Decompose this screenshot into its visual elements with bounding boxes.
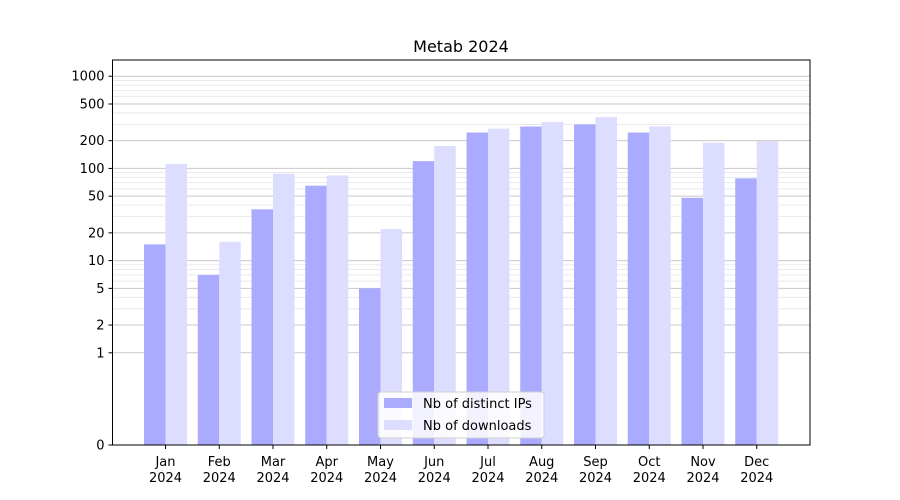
bar-downloads-jan xyxy=(165,163,187,445)
bar-distinct-ips-jan xyxy=(144,244,166,445)
y-tick-label-0: 0 xyxy=(96,439,104,454)
y-tick-label-5: 20 xyxy=(88,226,105,241)
bar-downloads-dec xyxy=(756,141,779,445)
x-tick-label-sep-year: 2024 xyxy=(579,471,612,486)
bar-downloads-jun xyxy=(434,146,456,446)
bar-distinct-ips-feb xyxy=(197,274,220,445)
x-tick-label-jul-year: 2024 xyxy=(471,471,504,486)
bar-distinct-ips-sep xyxy=(574,124,596,445)
y-tick-label-1: 1 xyxy=(96,346,104,361)
bar-distinct-ips-oct xyxy=(627,132,650,445)
x-tick-label-nov-year: 2024 xyxy=(686,471,719,486)
x-tick-label-apr-year: 2024 xyxy=(310,471,343,486)
y-tick-label-6: 50 xyxy=(88,190,105,205)
x-tick-label-may-year: 2024 xyxy=(364,471,397,486)
legend-swatch-distinct-ips xyxy=(384,398,412,408)
bar-downloads-feb xyxy=(219,241,241,445)
x-tick-label-oct-month: Oct xyxy=(638,455,660,470)
x-tick-label-apr-month: Apr xyxy=(316,455,339,470)
chart-title: Metab 2024 xyxy=(413,37,509,56)
bar-distinct-ips-nov xyxy=(681,197,703,445)
y-tick-label-9: 500 xyxy=(80,97,105,112)
bars xyxy=(144,117,779,446)
bar-downloads-apr xyxy=(326,175,349,446)
x-axis-ticks: Jan2024Feb2024Mar2024Apr2024May2024Jun20… xyxy=(149,445,773,486)
legend-swatch-downloads xyxy=(384,420,412,430)
bar-downloads-mar xyxy=(273,173,295,445)
bar-downloads-sep xyxy=(595,117,617,446)
bar-downloads-nov xyxy=(703,142,725,446)
bar-distinct-ips-dec xyxy=(735,178,757,445)
bar-distinct-ips-jul xyxy=(466,132,488,445)
x-tick-label-aug-month: Aug xyxy=(529,455,554,470)
x-tick-label-dec-year: 2024 xyxy=(740,471,773,486)
bar-downloads-aug xyxy=(541,121,564,445)
bar-distinct-ips-jun xyxy=(412,161,435,446)
x-tick-label-feb-month: Feb xyxy=(208,455,231,470)
x-tick-label-nov-month: Nov xyxy=(690,455,716,470)
y-tick-label-3: 5 xyxy=(96,282,104,297)
x-tick-label-jun-month: Jun xyxy=(423,455,444,470)
x-tick-label-jan-month: Jan xyxy=(154,455,175,470)
x-tick-label-sep-month: Sep xyxy=(583,455,608,470)
y-axis-ticks: 0 1 2 5 10 20 50 100 200 500 1000 xyxy=(71,70,113,454)
bar-distinct-ips-apr xyxy=(305,185,327,445)
legend: Nb of distinct IPs Nb of downloads xyxy=(377,391,545,439)
bar-downloads-may xyxy=(380,229,402,445)
bar-downloads-oct xyxy=(649,126,671,445)
x-tick-label-dec-month: Dec xyxy=(744,455,769,470)
y-tick-label-2: 2 xyxy=(96,319,104,334)
y-tick-label-4: 10 xyxy=(88,254,105,269)
bar-distinct-ips-aug xyxy=(520,126,542,445)
bar-distinct-ips-may xyxy=(359,288,381,445)
x-tick-label-jun-year: 2024 xyxy=(418,471,451,486)
x-tick-label-jan-year: 2024 xyxy=(149,471,182,486)
bar-distinct-ips-mar xyxy=(251,209,273,445)
legend-label-downloads: Nb of downloads xyxy=(423,419,532,434)
x-tick-label-aug-year: 2024 xyxy=(525,471,558,486)
y-tick-label-7: 100 xyxy=(80,162,105,177)
x-tick-label-mar-year: 2024 xyxy=(256,471,289,486)
plot-frame xyxy=(112,59,811,446)
x-tick-label-feb-year: 2024 xyxy=(203,471,236,486)
legend-box xyxy=(377,391,545,439)
y-tick-label-10: 1000 xyxy=(71,70,104,85)
legend-label-distinct-ips: Nb of distinct IPs xyxy=(423,397,532,412)
y-tick-label-8: 200 xyxy=(80,134,105,149)
x-tick-label-oct-year: 2024 xyxy=(633,471,666,486)
x-tick-label-may-month: May xyxy=(367,455,394,470)
x-tick-label-jul-month: Jul xyxy=(479,455,496,470)
x-tick-label-mar-month: Mar xyxy=(261,455,286,470)
bar-downloads-jul xyxy=(488,128,510,445)
